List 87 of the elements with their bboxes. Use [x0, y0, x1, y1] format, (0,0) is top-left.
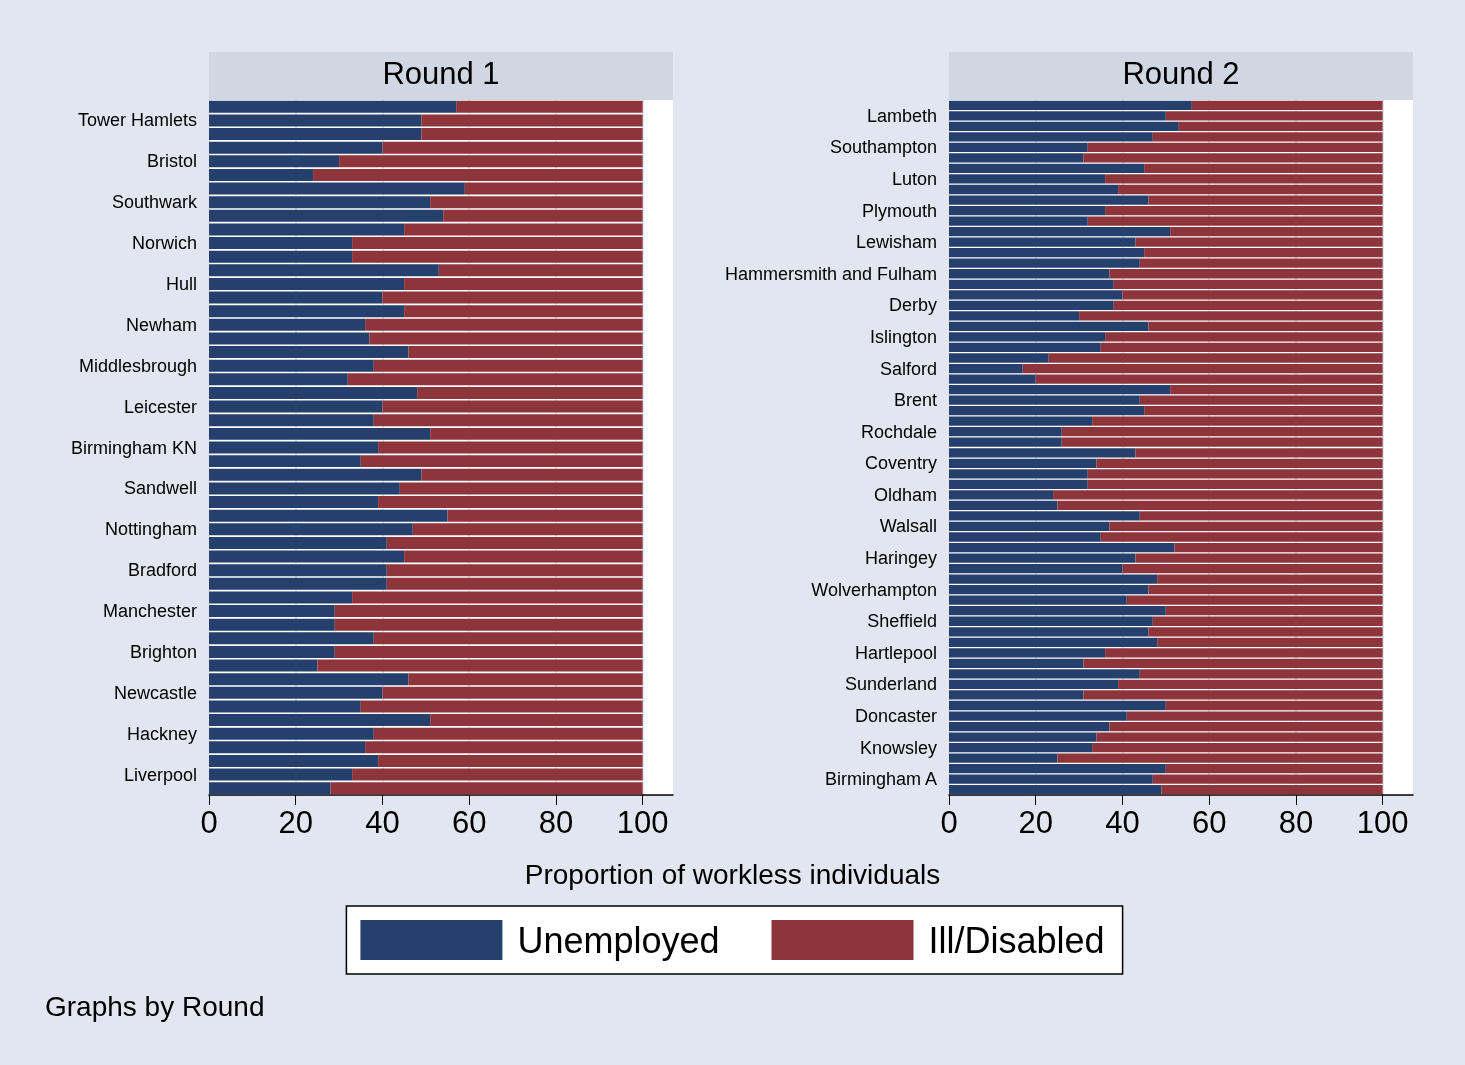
- y-tick-label: Bristol: [146, 151, 197, 172]
- bar: [378, 441, 643, 454]
- chart-title: Round 1: [382, 56, 500, 91]
- y-tick-label: Oldham: [873, 484, 937, 505]
- bar: [209, 536, 387, 549]
- y-tick-label: Knowsley: [859, 737, 937, 758]
- y-tick-label: Sandwell: [123, 478, 197, 499]
- y-tick-label: Hammersmith and Fulham: [724, 263, 937, 284]
- y-tick-label: Coventry: [864, 453, 937, 474]
- y-tick-label: Wolverhampton: [811, 579, 937, 600]
- x-tick-label: 0: [200, 805, 218, 840]
- bar: [209, 714, 431, 727]
- y-tick-label: Lambeth: [866, 105, 937, 126]
- y-tick-label: Bradford: [127, 560, 197, 581]
- bar: [209, 441, 379, 454]
- y-tick-label: Rochdale: [860, 421, 937, 442]
- x-tick-label: 100: [616, 805, 669, 840]
- y-tick-label: Leicester: [123, 396, 197, 417]
- chart-title: Round 2: [1122, 56, 1240, 91]
- x-tick-label: 80: [1278, 805, 1314, 840]
- y-tick-label: Walsall: [879, 516, 937, 537]
- bar: [209, 277, 405, 290]
- bar: [417, 386, 643, 399]
- y-tick-label: Southampton: [829, 137, 937, 158]
- y-tick-label: Newcastle: [113, 682, 197, 703]
- bar: [378, 496, 643, 509]
- y-tick-label: Haringey: [864, 548, 937, 569]
- bar: [378, 754, 643, 767]
- x-tick-label: 60: [1191, 805, 1227, 840]
- bar: [352, 237, 643, 250]
- x-tick-label: 20: [278, 805, 313, 840]
- legend-label: Ill/Disabled: [928, 919, 1105, 961]
- bar: [430, 714, 643, 727]
- bar: [404, 277, 643, 290]
- y-tick-label: Sheffield: [867, 611, 937, 632]
- y-tick-label: Salford: [879, 358, 937, 379]
- x-tick-label: 0: [940, 805, 958, 840]
- x-tick-label: 100: [1356, 805, 1409, 840]
- bar: [209, 754, 379, 767]
- y-tick-label: Doncaster: [854, 706, 937, 727]
- y-tick-label: Southwark: [111, 192, 198, 213]
- x-axis-title: Proportion of workless individuals: [524, 858, 941, 890]
- bar: [360, 455, 643, 468]
- legend-label: Unemployed: [517, 919, 720, 961]
- bar: [209, 386, 418, 399]
- y-tick-label: Derby: [888, 295, 937, 316]
- y-tick-label: Luton: [891, 168, 937, 189]
- bar: [209, 427, 431, 440]
- x-tick-label: 40: [1105, 805, 1140, 840]
- bar: [334, 645, 643, 658]
- y-tick-label: Middlesbrough: [78, 355, 197, 376]
- y-tick-label: Lewisham: [855, 232, 937, 253]
- y-tick-label: Manchester: [102, 601, 197, 622]
- y-tick-label: Hull: [165, 273, 197, 294]
- y-tick-label: Liverpool: [123, 764, 197, 785]
- y-tick-label: Hackney: [126, 723, 197, 744]
- text: Graphs by Round: [45, 990, 265, 1022]
- bar: [209, 128, 422, 141]
- y-tick-label: Islington: [869, 326, 937, 347]
- bar: [408, 346, 643, 359]
- bar: [386, 536, 643, 549]
- bar: [313, 168, 643, 181]
- bar: [209, 455, 361, 468]
- bar: [209, 237, 353, 250]
- y-tick-label: Newham: [125, 314, 197, 335]
- y-tick-label: Birmingham KN: [70, 437, 197, 458]
- bar: [209, 605, 335, 618]
- x-tick-label: 20: [1018, 805, 1053, 840]
- y-tick-label: Birmingham A: [824, 769, 937, 790]
- bar: [421, 128, 643, 141]
- y-tick-label: Nottingham: [104, 519, 197, 540]
- y-tick-label: Norwich: [131, 233, 197, 254]
- y-tick-label: Tower Hamlets: [77, 110, 197, 131]
- x-tick-label: 60: [451, 805, 487, 840]
- x-tick-label: 80: [538, 805, 574, 840]
- y-tick-label: Sunderland: [844, 674, 937, 695]
- y-tick-label: Plymouth: [861, 200, 937, 221]
- bar: [209, 346, 409, 359]
- y-tick-label: Hartlepool: [854, 642, 937, 663]
- bar: [209, 645, 335, 658]
- bar: [334, 605, 643, 618]
- y-tick-label: Brighton: [129, 641, 197, 662]
- bar: [209, 168, 314, 181]
- bar: [430, 427, 643, 440]
- x-tick-label: 40: [365, 805, 400, 840]
- y-tick-label: Brent: [893, 390, 937, 411]
- bar: [209, 496, 379, 509]
